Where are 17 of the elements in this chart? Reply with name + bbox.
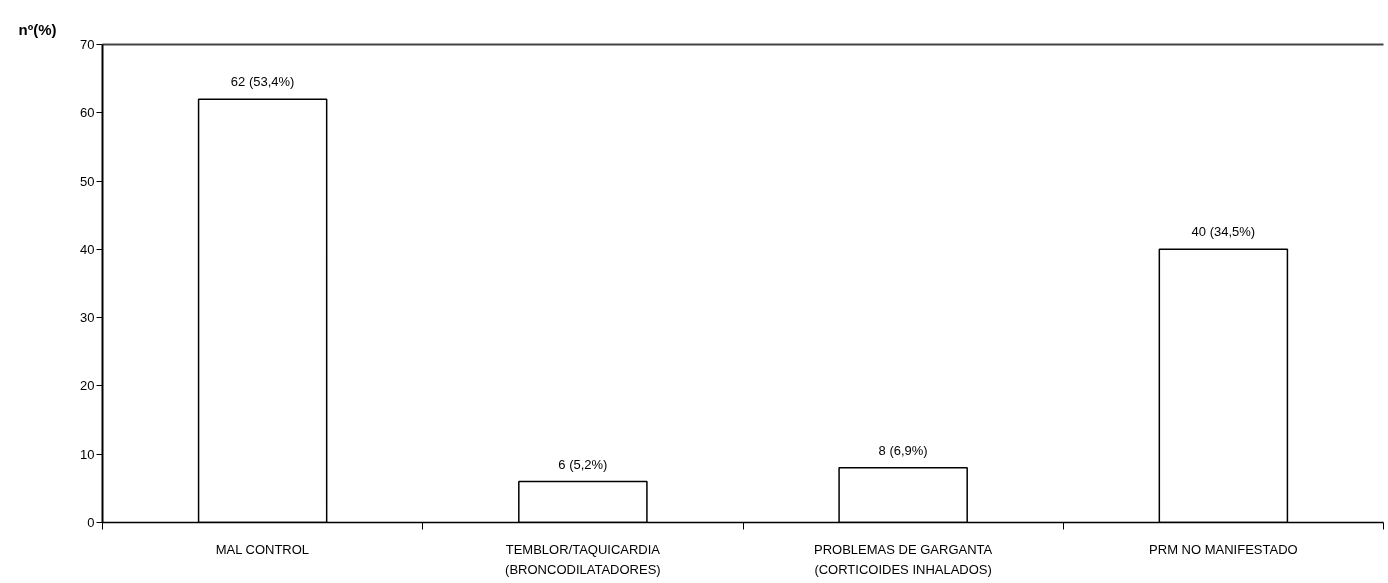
x-tick-label: TEMBLOR/TAQUICARDIA (BRONCODILATADORES) — [505, 541, 661, 577]
x-tick-label: MAL CONTROL — [215, 541, 310, 557]
y-tick-label: 60 — [80, 105, 95, 121]
y-tick-label: 40 — [80, 241, 95, 257]
y-axis-title: nº(%) — [18, 20, 57, 38]
y-tick-label: 0 — [87, 515, 95, 530]
x-tick-label: PROBLEMAS DE GARGANTA (CORTICOIDES INHALADOS) — [814, 541, 993, 577]
y-tick-label: 70 — [80, 37, 95, 52]
y-tick-label: 10 — [80, 446, 95, 462]
data-label: 40 (34,5%) — [1191, 224, 1256, 240]
data-label: 62 (53,4%) — [230, 74, 295, 90]
data-label: 6 (5,2%) — [558, 456, 608, 472]
y-tick-label: 20 — [80, 378, 95, 394]
y-tick-label: 30 — [80, 310, 95, 326]
y-tick-label: 50 — [80, 173, 95, 189]
data-label: 8 (6,9%) — [878, 442, 928, 458]
x-tick-label: PRM NO MANIFESTADO — [1149, 541, 1298, 557]
